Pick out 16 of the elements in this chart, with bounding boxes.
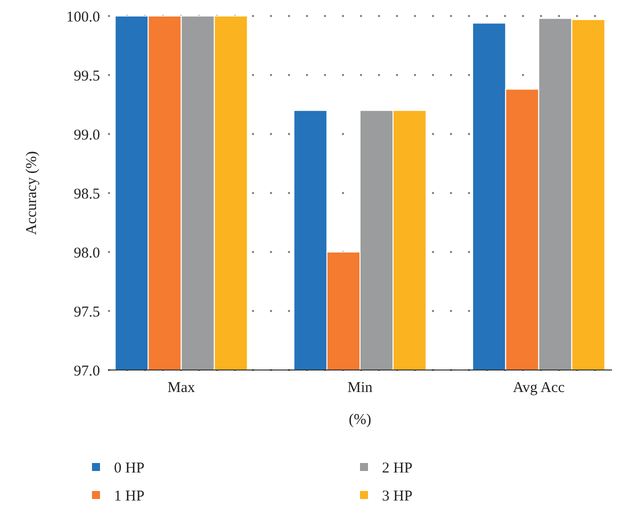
y-tick-label: 99.0 <box>74 127 100 144</box>
y-tick-label: 98.5 <box>74 186 100 202</box>
y-tick-label: 99.5 <box>74 68 100 84</box>
y-tick-label: 100.0 <box>66 9 100 26</box>
legend-label: 2 HP <box>382 460 412 476</box>
x-tick-label: Max <box>168 380 196 396</box>
y-tick-label: 97.5 <box>74 304 100 320</box>
x-tick-label: Avg Acc <box>512 380 565 396</box>
x-tick-label: Min <box>347 380 373 396</box>
y-tick-label: 98.0 <box>74 245 100 262</box>
legend-label: 1 HP <box>114 488 144 504</box>
legend-label: 3 HP <box>382 488 412 504</box>
y-tick-label: 97.0 <box>74 363 100 380</box>
x-axis-title: (%) <box>348 412 372 428</box>
legend-label: 0 HP <box>114 460 144 476</box>
y-axis-title: Accuracy (%) <box>24 151 40 235</box>
